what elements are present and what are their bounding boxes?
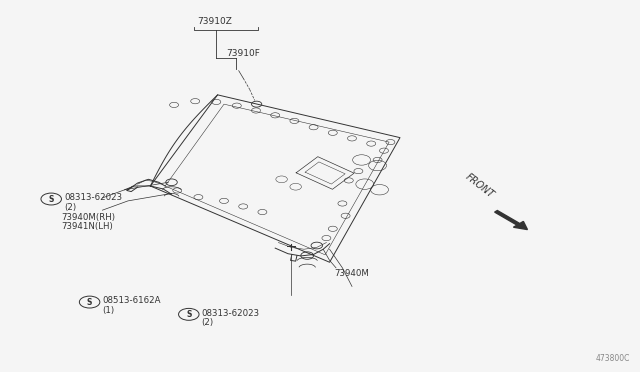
Text: 73910F: 73910F (226, 49, 260, 58)
Text: 08513-6162A: 08513-6162A (102, 296, 161, 305)
Text: (2): (2) (64, 203, 76, 212)
Text: 473800C: 473800C (596, 354, 630, 363)
Text: 08313-62023: 08313-62023 (64, 193, 122, 202)
FancyArrow shape (495, 211, 527, 230)
Text: 73941N(LH): 73941N(LH) (61, 222, 113, 231)
Text: S: S (49, 195, 54, 203)
Text: 73940M: 73940M (335, 269, 369, 278)
Text: (2): (2) (202, 318, 214, 327)
Text: FRONT: FRONT (464, 172, 496, 200)
Text: 08313-62023: 08313-62023 (202, 309, 260, 318)
Text: 73910Z: 73910Z (197, 17, 232, 26)
Text: S: S (186, 310, 191, 319)
Text: S: S (87, 298, 92, 307)
Text: (1): (1) (102, 306, 115, 315)
Text: 73940M(RH): 73940M(RH) (61, 213, 115, 222)
